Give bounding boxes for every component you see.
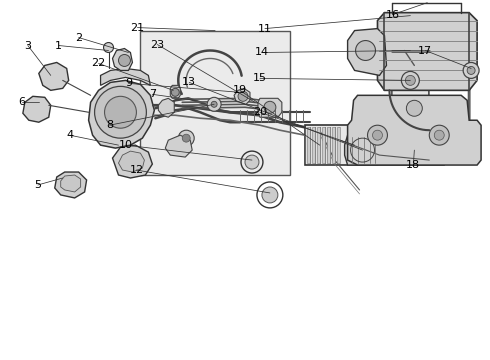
Polygon shape [220,110,230,122]
Polygon shape [158,98,174,117]
Circle shape [372,130,383,140]
Polygon shape [155,105,165,118]
Text: 16: 16 [386,10,399,20]
Polygon shape [322,127,325,163]
Text: 7: 7 [149,89,156,99]
Circle shape [178,130,194,146]
Text: 21: 21 [130,23,145,33]
Polygon shape [234,88,250,104]
Polygon shape [119,151,145,172]
Text: 12: 12 [129,165,144,175]
Circle shape [406,100,422,116]
Circle shape [264,101,276,113]
Ellipse shape [262,187,278,203]
Polygon shape [113,49,132,71]
Polygon shape [165,100,175,115]
Circle shape [356,41,375,60]
Text: 19: 19 [233,85,247,95]
Polygon shape [39,62,69,90]
Circle shape [95,86,147,138]
Text: 10: 10 [119,140,132,150]
Text: 22: 22 [92,58,106,68]
Polygon shape [392,15,429,130]
Text: 13: 13 [182,77,196,87]
Polygon shape [307,127,310,163]
Circle shape [401,71,419,89]
Polygon shape [377,13,477,90]
Circle shape [211,101,217,107]
Ellipse shape [245,155,259,169]
Circle shape [368,125,388,145]
Circle shape [429,125,449,145]
Polygon shape [89,80,154,148]
Polygon shape [332,127,335,163]
Polygon shape [188,98,200,112]
Polygon shape [200,102,210,116]
Polygon shape [230,112,240,122]
Polygon shape [165,135,192,157]
Polygon shape [327,127,330,163]
Circle shape [119,54,130,67]
Circle shape [104,96,136,128]
Polygon shape [23,96,51,122]
Text: 18: 18 [406,160,420,170]
Text: 1: 1 [55,41,62,50]
Circle shape [172,88,179,96]
Polygon shape [317,127,319,163]
Text: 17: 17 [418,45,432,55]
Polygon shape [347,28,387,75]
Text: 4: 4 [66,130,73,140]
Polygon shape [61,175,81,192]
Polygon shape [337,127,340,163]
Text: 14: 14 [255,48,269,58]
Circle shape [182,134,190,142]
Polygon shape [312,127,315,163]
Polygon shape [344,135,380,165]
Polygon shape [171,85,180,98]
Text: 8: 8 [106,120,113,130]
Text: 20: 20 [253,107,267,117]
Polygon shape [347,95,481,165]
Circle shape [434,130,444,140]
Circle shape [207,97,221,111]
Text: 2: 2 [75,32,82,42]
Polygon shape [175,98,188,110]
Text: 11: 11 [258,24,272,33]
Circle shape [103,42,114,53]
Text: 9: 9 [125,78,132,88]
Text: 23: 23 [150,40,165,50]
Polygon shape [305,125,444,165]
Text: 5: 5 [34,180,41,190]
Circle shape [467,67,475,75]
Circle shape [463,62,479,78]
Text: 3: 3 [24,41,31,50]
Polygon shape [55,172,87,198]
Text: 6: 6 [18,97,25,107]
Circle shape [238,91,248,101]
Polygon shape [141,31,290,175]
Polygon shape [210,106,220,120]
Polygon shape [113,145,152,178]
Polygon shape [258,98,282,117]
Text: 15: 15 [253,73,267,84]
Circle shape [405,75,416,85]
Polygon shape [100,68,150,85]
